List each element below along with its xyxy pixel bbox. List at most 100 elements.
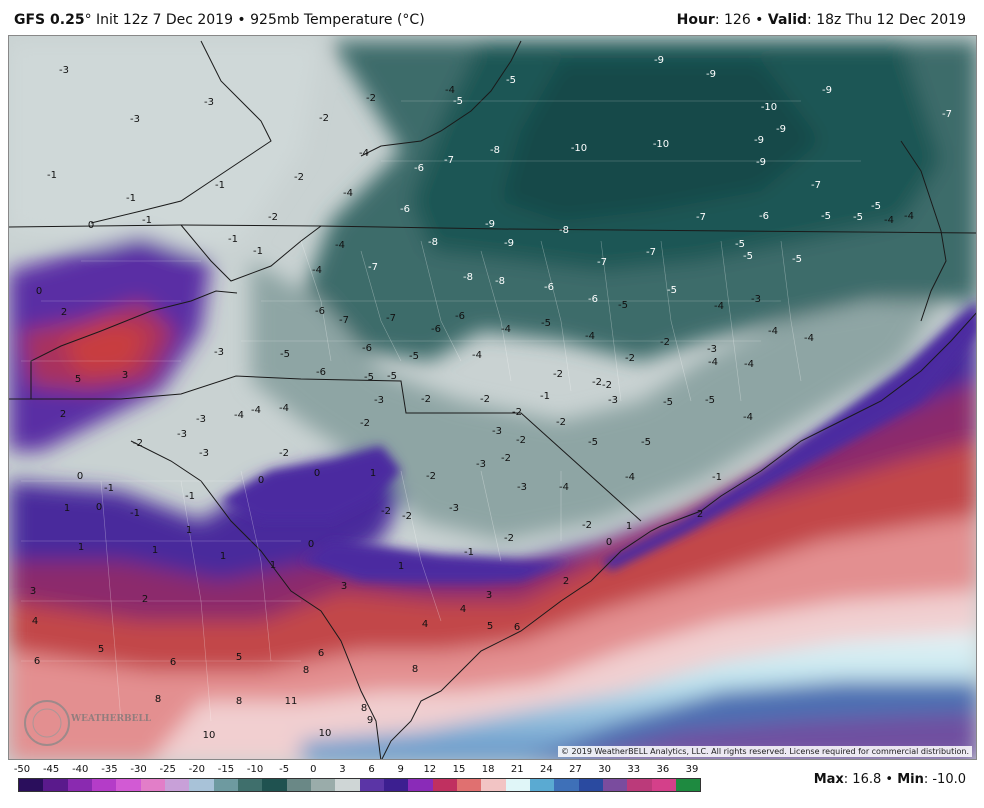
colorbar-tick-label: 21 <box>510 764 524 775</box>
temperature-value: -8 <box>490 145 500 156</box>
temperature-value: -5 <box>663 397 673 408</box>
colorbar-swatch <box>164 779 190 791</box>
temperature-value: 5 <box>236 652 242 663</box>
temperature-value: -6 <box>544 282 554 293</box>
temperature-value: -9 <box>706 69 716 80</box>
temperature-value: -2 <box>402 511 412 522</box>
min-value: : -10.0 <box>923 772 966 787</box>
max-value: : 16.8 • <box>843 772 898 787</box>
colorbar-tick-label: -45 <box>42 764 60 775</box>
temperature-value: 4 <box>32 616 38 627</box>
temperature-value: -1 <box>228 234 238 245</box>
hour-value: : 126 • <box>714 12 768 28</box>
temperature-value: 4 <box>422 619 428 630</box>
colorbar-tick-label: 18 <box>481 764 495 775</box>
temperature-value: 1 <box>152 545 158 556</box>
colorbar-swatch <box>91 779 117 791</box>
temperature-value: -7 <box>811 180 821 191</box>
coastline <box>660 312 976 527</box>
temperature-value: -5 <box>541 318 551 329</box>
temperature-value: -7 <box>646 247 656 258</box>
temperature-value: 1 <box>626 521 632 532</box>
temperature-value: -10 <box>571 143 587 154</box>
temperature-value: 2 <box>563 576 569 587</box>
temperature-value: -5 <box>871 201 881 212</box>
temperature-value: -3 <box>177 429 187 440</box>
temperature-value: -8 <box>428 237 438 248</box>
wv-va-border <box>90 40 272 224</box>
temperature-value: -4 <box>625 472 635 483</box>
colorbar-tick-label: 6 <box>368 764 375 775</box>
temperature-value: -2 <box>516 435 526 446</box>
colorbar-tick-label: 36 <box>656 764 670 775</box>
colorbar-tick-label: 33 <box>627 764 641 775</box>
temperature-value: 6 <box>514 622 520 633</box>
temperature-value: 0 <box>314 468 320 479</box>
logo-wordmark: WEATHERBELL <box>70 714 152 724</box>
colorbar-tick-label: -15 <box>217 764 235 775</box>
temperature-value: -4 <box>359 148 369 159</box>
colorbar-labels: -50 -45 -40 -35 -30 -25 -20 -15 -10 -5 0 3 6 9 12 15 18 2… <box>0 764 720 778</box>
temperature-value: -10 <box>761 102 777 113</box>
temperature-value: 0 <box>308 539 314 550</box>
temperature-value: 6 <box>170 657 176 668</box>
colorbar-swatch <box>529 779 555 791</box>
temperature-map[interactable]: -3 -3 -3 -2 -2 -4 -5 -5 -9 -9 -9 -10 -9 -9 -7 -10 -10 -9-… <box>8 35 977 760</box>
temperature-value: 10 <box>319 728 332 739</box>
temperature-value: 2 <box>61 307 67 318</box>
temperature-value: -4 <box>743 412 753 423</box>
temperature-value: 9 <box>367 715 373 726</box>
temperature-value: -2 <box>366 93 376 104</box>
colorbar-swatch <box>554 779 579 791</box>
temperature-value: -3 <box>214 347 224 358</box>
colorbar-swatch <box>651 779 676 791</box>
temperature-value: -5 <box>735 239 745 250</box>
temperature-value: -2 <box>582 520 592 531</box>
temperature-value: -7 <box>696 212 706 223</box>
temperature-value: -2 <box>625 353 635 364</box>
temperature-value: 1 <box>370 468 376 479</box>
temperature-value: -3 <box>196 414 206 425</box>
nc-sc-border <box>9 375 642 522</box>
temperature-value: 8 <box>361 703 367 714</box>
temperature-value: -4 <box>234 410 244 421</box>
temperature-value: 1 <box>270 560 276 571</box>
temperature-value: -9 <box>756 157 766 168</box>
temperature-value: -2 <box>279 448 289 459</box>
tn-nc-line <box>30 290 238 399</box>
temperature-value: -9 <box>754 135 764 146</box>
temperature-value: -2 <box>553 369 563 380</box>
temperature-value: 6 <box>318 648 324 659</box>
temperature-value: 0 <box>258 475 264 486</box>
colorbar-tick-label: -5 <box>279 764 290 775</box>
colorbar-swatch <box>627 779 652 791</box>
temperature-value: 4 <box>460 604 466 615</box>
temperature-value: 1 <box>220 551 226 562</box>
temperature-value: -4 <box>343 188 353 199</box>
colorbar-tick-label: -50 <box>13 764 31 775</box>
colorbar-tick-label: -35 <box>101 764 118 775</box>
colorbar-swatch <box>675 779 701 791</box>
colorbar-tick-label: -25 <box>159 764 176 775</box>
temperature-value: -4 <box>279 403 289 414</box>
temperature-value: -2 <box>501 453 511 464</box>
temperature-value: 3 <box>30 586 36 597</box>
temperature-value: -2 <box>504 533 514 544</box>
temperature-value: -4 <box>445 85 455 96</box>
colorbar-swatch <box>359 779 384 791</box>
temperature-value: -6 <box>362 343 372 354</box>
temperature-value: -10 <box>653 139 669 150</box>
temperature-value: -2 <box>602 380 612 391</box>
map-canvas[interactable]: -3-3-3-2-2-4-5-5-9-9-9-10-9-9-7-10 -10-9-… <box>9 36 977 760</box>
temperature-value: -2 <box>592 377 602 388</box>
temperature-value: -1 <box>130 508 140 519</box>
temperature-value: -9 <box>776 124 786 135</box>
temperature-value: -6 <box>455 311 465 322</box>
temperature-value: -9 <box>485 219 495 230</box>
temperature-value: -2 <box>660 337 670 348</box>
county-lines <box>21 100 861 722</box>
map-title: GFS 0.25° Init 12z 7 Dec 2019 • 925mb Te… <box>14 12 425 28</box>
colorbar-swatch <box>432 779 457 791</box>
tn-nc-border <box>180 224 322 282</box>
temperature-value: -8 <box>463 272 473 283</box>
